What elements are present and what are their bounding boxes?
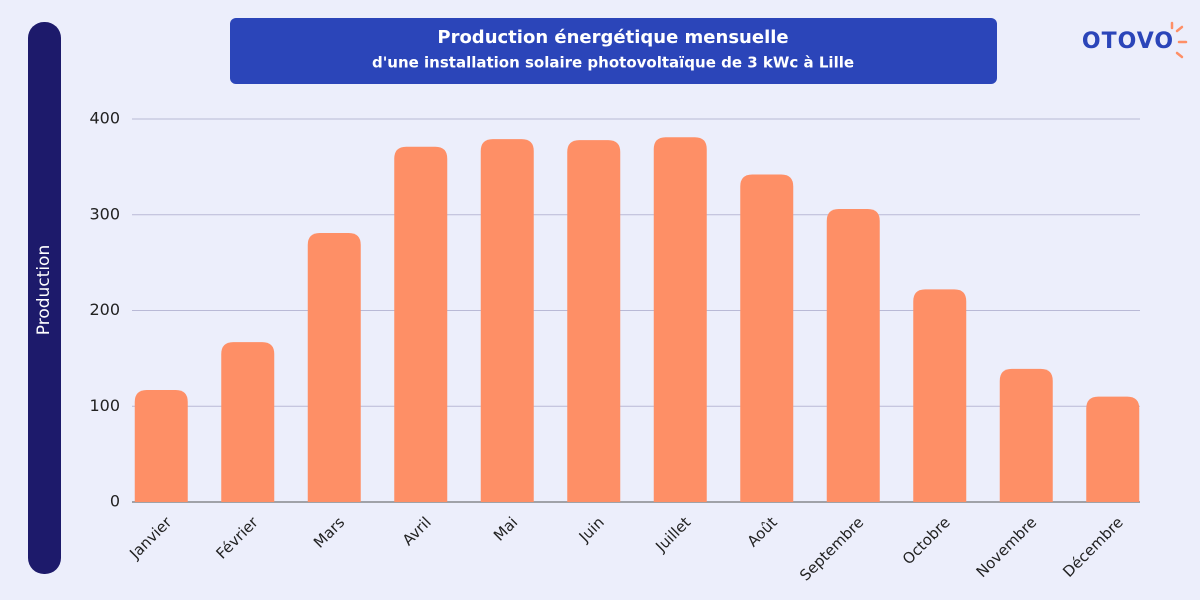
bar: [826, 209, 880, 502]
chart-title: Production énergétique mensuelle: [437, 27, 788, 48]
bar: [567, 140, 621, 502]
y-tick-label: 0: [110, 492, 120, 511]
bar: [307, 232, 361, 502]
chart-subtitle: d'une installation solaire photovoltaïqu…: [372, 54, 854, 72]
y-tick-label: 300: [89, 204, 120, 223]
bar: [740, 174, 794, 502]
bar: [913, 289, 967, 502]
y-tick-label: 200: [89, 300, 120, 319]
bar: [221, 342, 275, 502]
y-tick-label: 400: [89, 109, 120, 128]
bar: [134, 389, 188, 502]
title-box: [230, 18, 997, 84]
bar: [480, 139, 534, 503]
y-tick-label: 100: [89, 396, 120, 415]
bar: [394, 146, 448, 502]
bar: [653, 137, 707, 502]
bar: [999, 368, 1053, 502]
bar: [1086, 396, 1140, 502]
y-axis-pill: [28, 22, 61, 574]
brand-logo: OTOVO: [1082, 29, 1174, 54]
logo-rays: [1170, 21, 1188, 59]
y-axis-label: Production: [34, 245, 54, 335]
